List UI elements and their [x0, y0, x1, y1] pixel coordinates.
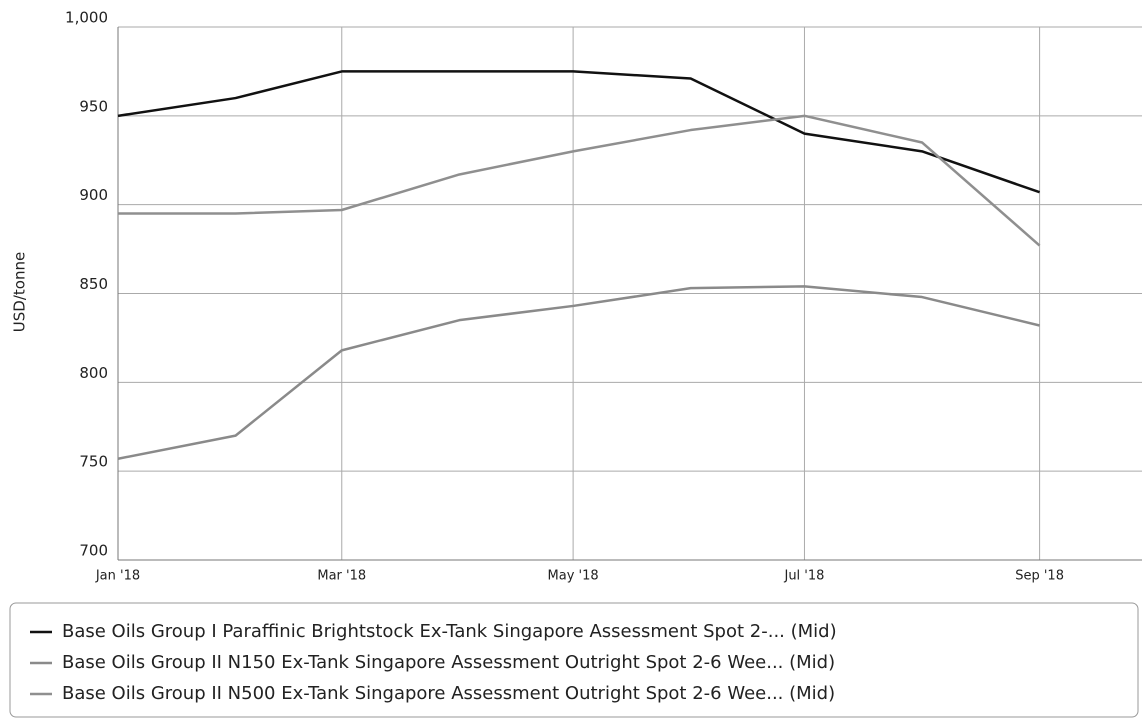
x-tick-label: Mar '18: [317, 569, 366, 584]
x-tick-label: Jan '18: [95, 569, 140, 584]
y-tick-label: 750: [79, 453, 108, 471]
series-line: [118, 114, 1041, 247]
y-tick-label: 950: [79, 97, 108, 115]
legend-label: Base Oils Group I Paraffinic Brightstock…: [62, 621, 837, 642]
x-tick-label: May '18: [548, 569, 599, 584]
legend-box: [9, 602, 1139, 718]
x-tick-label: Sep '18: [1015, 569, 1064, 584]
legend-label: Base Oils Group II N150 Ex-Tank Singapor…: [62, 652, 835, 673]
x-tick-label: Jul '18: [783, 569, 824, 584]
legend-label: Base Oils Group II N500 Ex-Tank Singapor…: [62, 683, 835, 704]
y-tick-label: 700: [79, 542, 108, 560]
y-tick-label: 1,000: [65, 9, 108, 27]
series-line: [117, 285, 1040, 460]
y-tick-label: 850: [79, 275, 108, 293]
series-line: [117, 70, 1041, 194]
y-tick-label: 900: [79, 186, 108, 204]
y-tick-label: 800: [79, 364, 108, 382]
y-axis-label: USD/tonne: [11, 252, 29, 332]
